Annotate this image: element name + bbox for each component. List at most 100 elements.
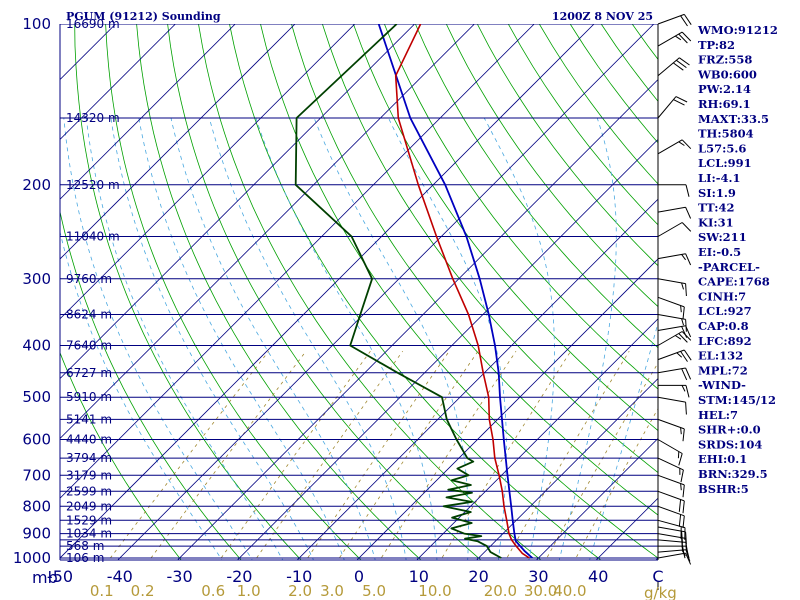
- dry-adiabat-line: [74, 24, 302, 560]
- wind-barb-flag: [685, 184, 690, 197]
- wind-barb-flag: [681, 326, 688, 338]
- isotherm-line: [60, 24, 356, 320]
- temperature-tick-label: -50: [47, 567, 73, 586]
- dry-adiabat-line: [291, 24, 658, 516]
- wind-barb-flag: [682, 306, 685, 320]
- dry-adiabat-line: [60, 209, 242, 560]
- wind-barb-flag: [682, 428, 685, 442]
- mixing-ratio-line: [149, 350, 307, 560]
- temperature-tick-label: -10: [286, 567, 312, 586]
- station-index: SI:1.9: [698, 186, 736, 200]
- profile-lines: [294, 24, 534, 559]
- wind-barb-flag: [681, 385, 686, 392]
- wind-barb-flag: [676, 352, 683, 358]
- height-label: 5910 m: [66, 390, 112, 404]
- isotherm-line: [0, 12, 8, 569]
- wind-barb-flag: [681, 222, 692, 232]
- wind-barb-flag: [682, 500, 685, 514]
- temperature-tick-label: 40: [588, 567, 608, 586]
- height-label: 11040 m: [66, 230, 120, 244]
- station-index: PW:2.14: [698, 82, 751, 96]
- wind-barb-flag: [685, 253, 692, 266]
- wind-barb-shaft: [657, 57, 680, 77]
- wind-barb-shaft: [657, 505, 685, 517]
- wind-index: EHI:0.1: [698, 452, 747, 466]
- wind-barb-flag: [680, 351, 688, 362]
- temperature-tick-label: -30: [167, 567, 193, 586]
- wind-barb-flag: [681, 31, 692, 42]
- height-label: 12520 m: [66, 178, 120, 192]
- dry-adiabat-line: [507, 24, 658, 226]
- dry-adiabat-line: [60, 351, 182, 560]
- parcel-trace: [377, 24, 534, 559]
- dry-adiabat-line: [353, 24, 658, 432]
- mixing-ratio-line: [219, 350, 371, 560]
- isotherm-line: [177, 79, 658, 560]
- station-index: RH:69.1: [698, 97, 751, 111]
- pressure-tick-label: 700: [22, 466, 51, 484]
- wind-barb-flag: [685, 531, 687, 545]
- wind-barb-flag: [685, 283, 687, 297]
- wind-barb-flag: [678, 333, 688, 343]
- wind-barb-flag: [680, 15, 688, 27]
- pressure-unit-label: mb: [32, 568, 58, 587]
- wind-barb-flag: [675, 35, 682, 41]
- dry-adiabat-line: [538, 24, 658, 185]
- wind-barb-shaft: [657, 549, 686, 553]
- station-index: L57:5.6: [698, 141, 746, 155]
- height-label: 3179 m: [66, 468, 112, 482]
- wind-index: HEL:7: [698, 408, 738, 422]
- isotherm-line: [117, 24, 655, 560]
- wind-barb-flag: [678, 499, 682, 512]
- wind-barb-flag: [680, 469, 684, 483]
- mixing-ratio-line: [379, 350, 517, 560]
- chart-title: PGUM (91212) Sounding: [66, 10, 221, 23]
- wind-barb-shaft: [657, 418, 685, 430]
- station-index: TT:42: [698, 201, 735, 215]
- mixing-ratio-label: 0.1: [90, 582, 114, 600]
- station-index: WMO:91212: [697, 23, 778, 37]
- isotherm-line: [60, 24, 176, 140]
- wind-barb-shaft: [657, 325, 686, 331]
- wind-barbs: [657, 13, 692, 565]
- wind-barb-flag: [683, 349, 692, 361]
- wind-barb-flag: [685, 206, 692, 219]
- dry-adiabat-line: [198, 24, 542, 560]
- wind-barb-flag: [675, 335, 682, 340]
- mixing-ratio-line: [108, 350, 270, 560]
- wind-barb-shaft: [657, 519, 686, 529]
- height-label: 568 m: [66, 539, 104, 553]
- dry-adiabat-line: [569, 24, 658, 144]
- wind-barb-flag: [679, 57, 690, 66]
- wind-barb-shaft: [657, 396, 686, 403]
- height-label: 1034 m: [66, 527, 112, 541]
- pressure-tick-label: 100: [22, 15, 51, 33]
- height-label: 8624 m: [66, 308, 112, 322]
- wind-barb-shaft: [657, 552, 686, 559]
- parcel-index: LCL:927: [698, 304, 752, 318]
- height-label: 6727 m: [66, 366, 112, 380]
- wind-barb-flag: [681, 139, 692, 150]
- mixing-ratio-line: [337, 350, 479, 560]
- wind-barb-flag: [685, 319, 687, 332]
- isotherm-line: [0, 12, 68, 569]
- temperature-tick-label: -40: [107, 567, 133, 586]
- wind-barb-shaft: [657, 96, 677, 119]
- wind-barb-flag: [681, 254, 687, 261]
- isotherm-line: [356, 258, 658, 560]
- mixing-ratio-line: [440, 350, 572, 560]
- wind-index: BRN:329.5: [698, 467, 768, 481]
- wind-barb-flag: [678, 33, 688, 44]
- wind-barb-shaft: [657, 206, 686, 213]
- wind-barb-shaft: [657, 474, 685, 486]
- isotherm-line: [60, 24, 416, 380]
- station-index: FRZ:558: [698, 53, 752, 67]
- mixing-ratio-line: [254, 350, 404, 560]
- height-label: 2049 m: [66, 499, 112, 513]
- wind-barb-flag: [683, 14, 692, 25]
- temperature-tick-label: 10: [409, 567, 429, 586]
- mixing-ratio-label: 5.0: [362, 582, 386, 600]
- wind-barb-flag: [681, 282, 684, 290]
